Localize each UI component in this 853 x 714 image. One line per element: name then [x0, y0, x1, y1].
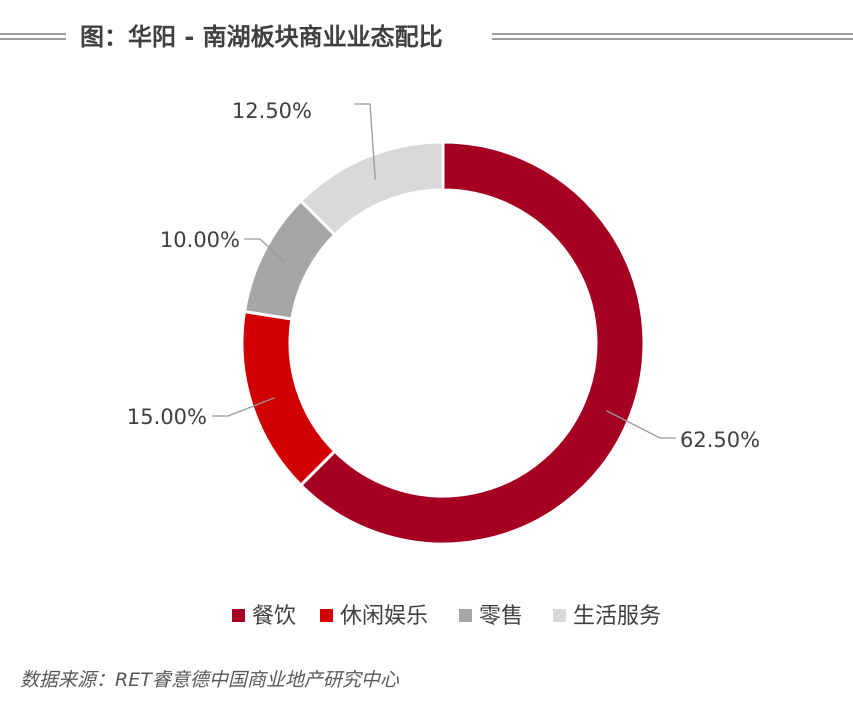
slice-label-1: 62.50%	[680, 428, 760, 452]
slice-label-2: 15.00%	[127, 405, 207, 429]
leader-line-3	[244, 238, 286, 264]
leader-line-1	[606, 410, 676, 439]
leader-lines	[212, 103, 676, 439]
donut-slice-2	[240, 309, 337, 488]
donut-slices	[240, 140, 646, 546]
slice-label-3: 10.00%	[160, 228, 240, 252]
title-rule-left	[0, 33, 66, 40]
leader-line-2	[212, 397, 275, 417]
leader-line-4	[354, 103, 376, 180]
legend-swatch-1	[232, 609, 245, 622]
legend-swatch-2	[320, 609, 333, 622]
legend-label-4: 生活服务	[573, 604, 661, 629]
donut-slice-1	[298, 140, 646, 546]
chart-title: 图：华阳 - 南湖板块商业业态配比	[80, 23, 443, 51]
legend-swatch-4	[553, 609, 566, 622]
slice-label-4: 12.50%	[232, 99, 312, 123]
donut-slice-4	[298, 140, 445, 237]
legend-label-3: 零售	[479, 604, 523, 629]
legend-label-1: 餐饮	[252, 604, 296, 629]
slice-labels: 62.50% 15.00% 10.00% 12.50%	[127, 99, 760, 452]
title-rule-right	[492, 33, 853, 40]
legend-swatch-3	[459, 609, 472, 622]
legend-label-2: 休闲娱乐	[340, 604, 428, 629]
source-note: 数据来源：RET睿意德中国商业地产研究中心	[20, 669, 400, 691]
legend: 餐饮 休闲娱乐 零售 生活服务	[232, 604, 661, 629]
